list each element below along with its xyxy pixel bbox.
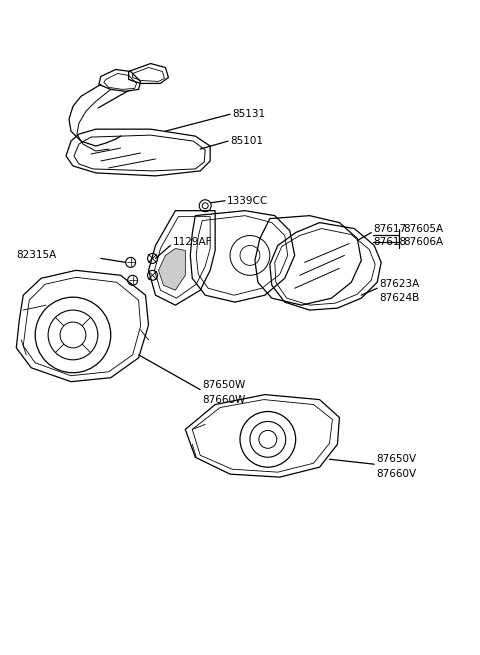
Text: 1129AF: 1129AF: [172, 238, 212, 248]
Text: 87650W: 87650W: [202, 380, 245, 390]
Text: 87623A: 87623A: [379, 279, 420, 290]
Text: 87618: 87618: [373, 238, 407, 248]
Text: 85131: 85131: [232, 109, 265, 119]
Text: 85101: 85101: [230, 136, 263, 146]
Text: 87650V: 87650V: [376, 454, 416, 464]
Text: 82315A: 82315A: [16, 250, 57, 261]
Polygon shape: [158, 248, 185, 290]
Text: 87617: 87617: [373, 223, 407, 234]
Text: 87624B: 87624B: [379, 293, 420, 303]
Text: 87605A: 87605A: [403, 223, 443, 234]
Text: 87660V: 87660V: [376, 469, 416, 479]
Text: 1339CC: 1339CC: [227, 196, 268, 206]
Text: 87660W: 87660W: [202, 394, 245, 405]
Text: 87606A: 87606A: [403, 238, 443, 248]
